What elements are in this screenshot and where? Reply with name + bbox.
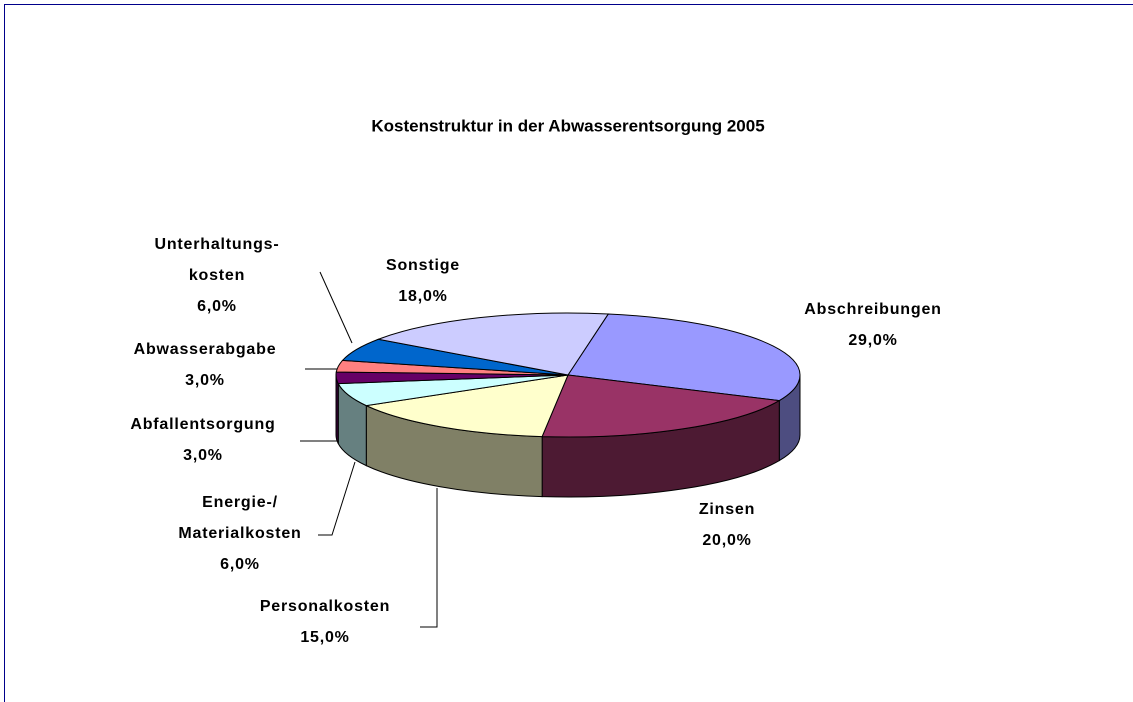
value-label: 3,0% xyxy=(183,447,223,464)
value-label: 15,0% xyxy=(300,629,349,646)
leader-line xyxy=(420,488,438,628)
leader-line xyxy=(318,461,356,536)
slice-label: Abfallentsorgung xyxy=(130,416,275,433)
slice xyxy=(376,312,610,376)
slice xyxy=(364,374,569,438)
slice xyxy=(567,313,801,402)
value-label: 3,0% xyxy=(185,372,225,389)
slice-label: Abwasserabgabe xyxy=(134,341,277,358)
leader-line xyxy=(319,271,353,344)
value-label: 6,0% xyxy=(197,298,237,315)
slice-side xyxy=(335,374,339,444)
value-label: 29,0% xyxy=(848,332,897,349)
slice-label: Unterhaltungs-kosten xyxy=(155,236,280,284)
chart-title: Kostenstruktur in der Abwasserentsorgung… xyxy=(371,116,764,135)
value-label: 20,0% xyxy=(702,532,751,549)
slice-label: Sonstige xyxy=(386,257,460,274)
slice xyxy=(541,374,781,438)
slice-label: Energie-/Materialkosten xyxy=(178,494,301,542)
slice-label: Abschreibungen xyxy=(804,301,941,318)
slice-label: Zinsen xyxy=(699,501,755,518)
value-label: 18,0% xyxy=(398,288,447,305)
value-label: 6,0% xyxy=(220,556,260,573)
slice-label: Personalkosten xyxy=(260,598,390,615)
